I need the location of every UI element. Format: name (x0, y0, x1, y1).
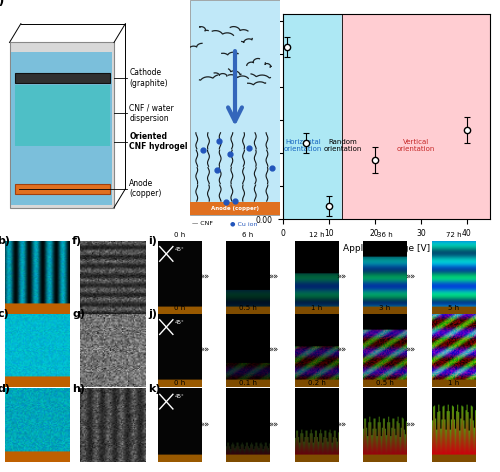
Text: »»: »» (336, 273, 347, 282)
Text: 12 h: 12 h (308, 232, 324, 238)
FancyBboxPatch shape (15, 73, 110, 83)
Bar (282, 14, 343, 219)
FancyBboxPatch shape (10, 42, 114, 208)
Text: 72 h: 72 h (446, 232, 462, 238)
Text: »»: »» (200, 346, 210, 355)
Text: Random
orientation: Random orientation (324, 139, 362, 152)
Text: 6 h: 6 h (242, 232, 254, 238)
Text: Vertical
orientation: Vertical orientation (397, 139, 436, 152)
Text: »»: »» (336, 421, 347, 430)
Text: 0 h: 0 h (174, 305, 185, 311)
Text: »»: »» (268, 421, 278, 430)
Text: 1 h: 1 h (448, 379, 459, 386)
Text: Anode
(copper): Anode (copper) (129, 179, 162, 199)
Text: j): j) (148, 310, 157, 320)
Text: »»: »» (268, 273, 278, 282)
Text: 1 h: 1 h (311, 305, 322, 311)
FancyBboxPatch shape (15, 85, 110, 146)
FancyBboxPatch shape (15, 184, 110, 194)
Text: »»: »» (405, 346, 415, 355)
Text: 5 h: 5 h (448, 305, 459, 311)
Text: i): i) (148, 236, 156, 246)
Bar (342, 14, 490, 219)
Text: 36 h: 36 h (377, 232, 393, 238)
Text: a): a) (0, 0, 5, 8)
Text: »»: »» (336, 346, 347, 355)
Text: 3 h: 3 h (380, 305, 390, 311)
Text: »»: »» (200, 421, 210, 430)
Text: 0.1 h: 0.1 h (239, 379, 257, 386)
Text: »»: »» (200, 273, 210, 282)
Text: »»: »» (268, 346, 278, 355)
Text: 0.5 h: 0.5 h (376, 379, 394, 386)
Text: f): f) (72, 236, 83, 246)
Y-axis label: Order parameter: Order parameter (241, 78, 250, 155)
Text: 45°: 45° (174, 320, 184, 325)
Text: Anode (copper): Anode (copper) (211, 206, 259, 211)
FancyBboxPatch shape (190, 0, 280, 215)
Text: Cathode
(graphite): Cathode (graphite) (129, 68, 168, 88)
Text: g): g) (72, 310, 85, 320)
Text: c): c) (0, 310, 9, 320)
Text: Oriented
CNF hydrogel: Oriented CNF hydrogel (129, 132, 188, 152)
Text: 45°: 45° (174, 246, 184, 252)
Text: b): b) (0, 236, 10, 246)
Text: 0.5 h: 0.5 h (239, 305, 257, 311)
Text: — CNF: — CNF (192, 221, 213, 226)
Text: Horizontal
orientation: Horizontal orientation (284, 139, 323, 152)
Text: CNF / water
dispersion: CNF / water dispersion (129, 103, 174, 123)
Text: 0 h: 0 h (174, 232, 185, 238)
Text: 0 h: 0 h (174, 379, 185, 386)
FancyBboxPatch shape (12, 52, 112, 205)
Text: 45°: 45° (174, 394, 184, 399)
FancyBboxPatch shape (190, 202, 280, 215)
Text: »»: »» (405, 421, 415, 430)
Text: ● Cu ion: ● Cu ion (230, 221, 258, 226)
X-axis label: Applied voltage [V]: Applied voltage [V] (342, 244, 430, 253)
Text: 0.2 h: 0.2 h (308, 379, 326, 386)
Text: h): h) (72, 384, 85, 394)
Text: »»: »» (405, 273, 415, 282)
Text: k): k) (148, 384, 160, 394)
Text: d): d) (0, 384, 10, 394)
